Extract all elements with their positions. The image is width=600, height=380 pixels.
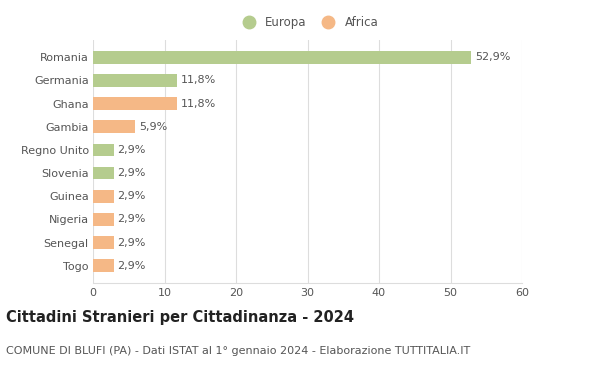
Text: 2,9%: 2,9% [118,238,146,247]
Bar [93,167,114,179]
Bar [93,190,114,203]
Text: 2,9%: 2,9% [118,191,146,201]
Bar [93,120,135,133]
Text: 2,9%: 2,9% [118,214,146,224]
Bar [93,259,114,272]
Text: 5,9%: 5,9% [139,122,167,132]
Bar [93,74,178,87]
Bar [93,144,114,156]
Text: Cittadini Stranieri per Cittadinanza - 2024: Cittadini Stranieri per Cittadinanza - 2… [6,310,354,325]
Text: 11,8%: 11,8% [181,99,216,109]
Bar [93,97,178,110]
Text: 2,9%: 2,9% [118,145,146,155]
Text: 52,9%: 52,9% [475,52,510,62]
Bar [93,213,114,226]
Text: COMUNE DI BLUFI (PA) - Dati ISTAT al 1° gennaio 2024 - Elaborazione TUTTITALIA.I: COMUNE DI BLUFI (PA) - Dati ISTAT al 1° … [6,346,470,356]
Text: 2,9%: 2,9% [118,261,146,271]
Bar [93,236,114,249]
Bar [93,51,471,64]
Text: 11,8%: 11,8% [181,76,216,86]
Text: 2,9%: 2,9% [118,168,146,178]
Legend: Europa, Africa: Europa, Africa [232,12,383,34]
